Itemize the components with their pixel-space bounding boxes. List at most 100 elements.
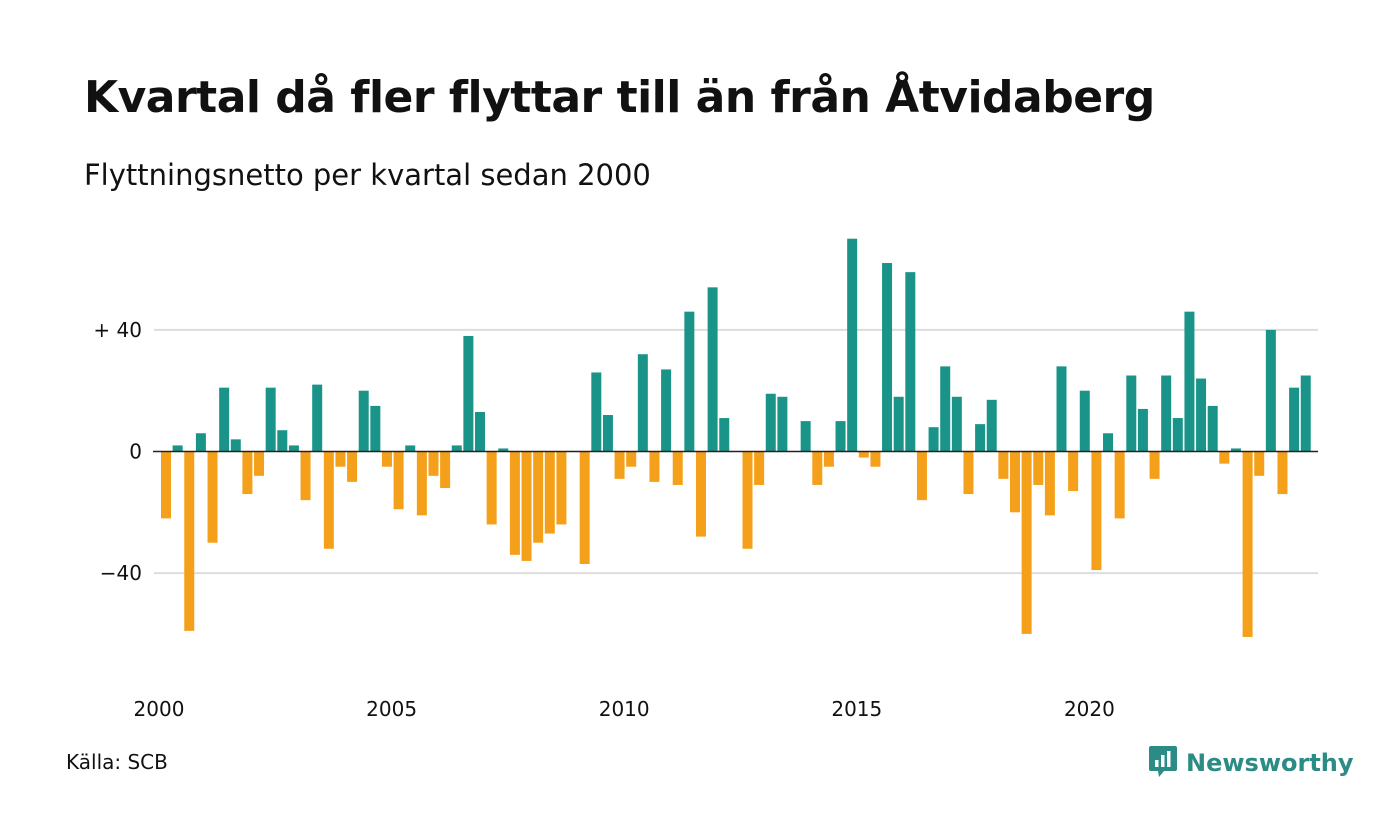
bar[interactable] — [1172, 418, 1183, 452]
bar[interactable] — [1056, 366, 1067, 452]
bar[interactable] — [416, 451, 427, 516]
bar[interactable] — [242, 451, 253, 495]
bar[interactable] — [684, 311, 695, 452]
bar[interactable] — [614, 451, 625, 479]
bar[interactable] — [230, 439, 241, 452]
bar[interactable] — [533, 451, 544, 543]
bar[interactable] — [219, 387, 230, 452]
bar[interactable] — [951, 396, 962, 452]
bar[interactable] — [254, 451, 265, 476]
bar[interactable] — [719, 418, 730, 452]
bar[interactable] — [1161, 375, 1172, 452]
bar[interactable] — [323, 451, 334, 549]
bar[interactable] — [1009, 451, 1020, 513]
bar[interactable] — [475, 411, 486, 452]
bar[interactable] — [184, 451, 195, 631]
bar[interactable] — [602, 415, 613, 452]
bar[interactable] — [754, 451, 765, 485]
bar[interactable] — [1242, 451, 1253, 637]
bar[interactable] — [661, 369, 672, 452]
bar[interactable] — [265, 387, 276, 452]
bar[interactable] — [695, 451, 706, 537]
bar[interactable] — [672, 451, 683, 485]
bar[interactable] — [161, 451, 171, 519]
bar[interactable] — [1149, 451, 1160, 479]
bar[interactable] — [1184, 311, 1195, 452]
bar[interactable] — [521, 451, 532, 561]
bar[interactable] — [1254, 451, 1265, 476]
bar[interactable] — [347, 451, 358, 482]
brand-logo[interactable]: Newsworthy — [1148, 744, 1354, 782]
bar[interactable] — [288, 445, 299, 452]
bar[interactable] — [882, 263, 893, 452]
bar[interactable] — [637, 354, 648, 452]
bar[interactable] — [870, 451, 881, 467]
bar[interactable] — [1126, 375, 1137, 452]
bar[interactable] — [463, 335, 474, 452]
bar[interactable] — [509, 451, 520, 555]
bar[interactable] — [393, 451, 404, 510]
bar[interactable] — [1114, 451, 1125, 519]
bars-layer — [161, 238, 1311, 637]
bar[interactable] — [579, 451, 590, 564]
bar[interactable] — [975, 424, 986, 452]
bar[interactable] — [800, 421, 811, 452]
bar[interactable] — [207, 451, 218, 543]
bar[interactable] — [195, 433, 206, 452]
bar[interactable] — [381, 451, 392, 467]
bar[interactable] — [986, 399, 997, 452]
bar[interactable] — [405, 445, 416, 452]
bar[interactable] — [1230, 448, 1241, 452]
bar[interactable] — [847, 238, 858, 452]
bar[interactable] — [1265, 329, 1276, 452]
bar[interactable] — [486, 451, 497, 525]
bar[interactable] — [544, 451, 555, 534]
bar[interactable] — [1068, 451, 1079, 492]
bar[interactable] — [300, 451, 311, 501]
bar[interactable] — [916, 451, 927, 501]
bar[interactable] — [1277, 451, 1288, 495]
bar[interactable] — [312, 384, 323, 452]
bar[interactable] — [1137, 408, 1148, 452]
bar[interactable] — [1289, 387, 1300, 452]
bar[interactable] — [498, 448, 509, 452]
bar[interactable] — [649, 451, 660, 482]
bar[interactable] — [1033, 451, 1044, 485]
bar[interactable] — [1079, 390, 1090, 452]
bar[interactable] — [707, 287, 718, 452]
bar[interactable] — [823, 451, 834, 467]
bar[interactable] — [963, 451, 974, 495]
chart-title: Kvartal då fler flyttar till än från Åtv… — [84, 72, 1155, 123]
bar[interactable] — [742, 451, 753, 549]
bar[interactable] — [928, 427, 939, 452]
bar[interactable] — [765, 393, 776, 452]
bar[interactable] — [172, 445, 183, 452]
bar[interactable] — [626, 451, 637, 467]
bar[interactable] — [998, 451, 1009, 479]
bar[interactable] — [591, 372, 602, 452]
bar[interactable] — [1207, 405, 1218, 452]
bar[interactable] — [335, 451, 346, 467]
bar[interactable] — [777, 396, 788, 452]
bar[interactable] — [1196, 378, 1207, 452]
bar[interactable] — [1219, 451, 1230, 464]
bar[interactable] — [835, 421, 846, 452]
bar[interactable] — [440, 451, 451, 488]
bar[interactable] — [1044, 451, 1055, 516]
bar[interactable] — [940, 366, 951, 452]
bar[interactable] — [428, 451, 439, 476]
bar[interactable] — [893, 396, 904, 452]
bar[interactable] — [277, 430, 288, 452]
bar[interactable] — [1103, 433, 1114, 452]
bar[interactable] — [905, 272, 916, 452]
bar[interactable] — [1300, 375, 1311, 452]
bar[interactable] — [858, 451, 869, 458]
bar[interactable] — [370, 405, 381, 452]
bar[interactable] — [556, 451, 567, 525]
bar[interactable] — [1091, 451, 1102, 571]
bar[interactable] — [358, 390, 369, 452]
bar[interactable] — [812, 451, 823, 485]
axis-layer: + 40 0 −40 2000 2005 2010 2015 2020 — [93, 318, 1318, 721]
bar[interactable] — [451, 445, 462, 452]
bar[interactable] — [1021, 451, 1032, 634]
